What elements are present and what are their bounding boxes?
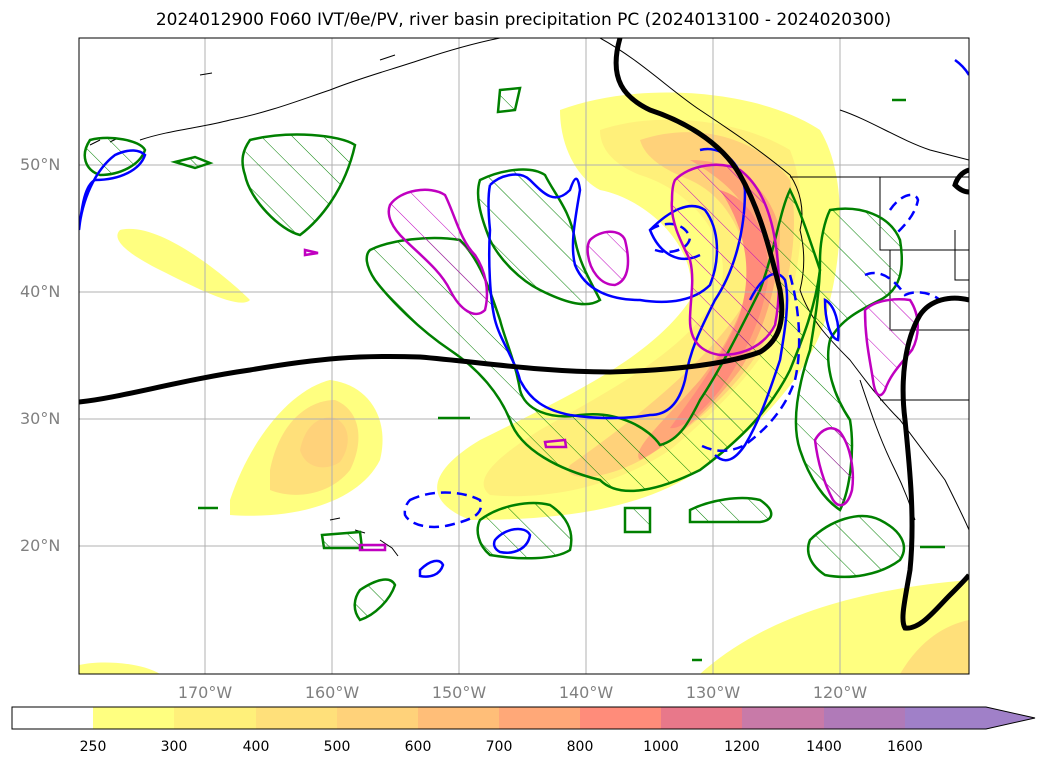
magenta-contour-small-2 (303, 248, 319, 257)
magenta-contour-east (670, 163, 780, 357)
blue-contour-dashed-east (699, 274, 801, 452)
ivt-shade-sw-250 (79, 662, 160, 674)
blue-contour-west (79, 149, 147, 231)
lon-label-140w: 140°W (558, 683, 614, 702)
green-contour-south-mid (688, 496, 773, 524)
green-contour-northpacific (241, 133, 357, 237)
green-contour-se (806, 514, 906, 579)
colorbar-label-500: 500 (323, 739, 351, 755)
magenta-contour-west (387, 188, 489, 316)
lat-label-50n: 50°N (20, 155, 61, 174)
lon-label-170w: 170°W (177, 683, 233, 702)
colorbar-segment-1000 (661, 707, 742, 729)
colorbar-label-1400: 1400 (806, 739, 842, 755)
colorbar-segment-800 (580, 707, 661, 729)
border-state-3 (954, 230, 969, 281)
front-line-ne (952, 167, 969, 195)
lat-label-30n: 30°N (20, 409, 61, 428)
colorbar-segment-700 (499, 707, 580, 729)
map-layers (79, 38, 969, 674)
front-line-zonal (79, 38, 785, 405)
magenta-contour-south (813, 427, 855, 507)
ivt-shade-south-300 (900, 620, 969, 674)
map-title: 2024012900 F060 IVT/θe/PV, river basin p… (155, 10, 892, 30)
blue-contour-dashed-ne (888, 193, 920, 236)
colorbar-label-1600: 1600 (887, 739, 923, 755)
colorbar-label-800: 800 (566, 739, 594, 755)
map-frame (78, 37, 970, 675)
colorbar-segment-300 (174, 707, 256, 729)
green-contour-west-small (170, 155, 214, 170)
lon-label-120w: 120°W (812, 683, 868, 702)
colorbar-label-400: 400 (242, 739, 270, 755)
green-contour-gulf (496, 86, 522, 114)
coastline-alaska (139, 38, 501, 141)
green-contour-hawaii (320, 530, 364, 550)
colorbar-segment-1200 (742, 707, 824, 729)
lon-label-130w: 130°W (685, 683, 741, 702)
green-contour-main (365, 187, 822, 493)
colorbar-label-1000: 1000 (643, 739, 679, 755)
lon-label-150w: 150°W (431, 683, 487, 702)
magenta-contour-center (586, 230, 630, 287)
blue-contour-dashed-south (403, 491, 483, 529)
colorbar-segment-600 (418, 707, 499, 729)
colorbar-segment-400 (256, 707, 337, 729)
coastline-canada-interior (839, 109, 969, 161)
ivt-shade-midpacific-400 (300, 417, 348, 468)
lat-label-20n: 20°N (20, 536, 61, 555)
blue-contour-dashed-se (864, 271, 941, 302)
colorbar-outline (11, 706, 1036, 730)
blue-contour-small-east (823, 297, 840, 342)
lon-label-160w: 160°W (304, 683, 360, 702)
colorbar-label-600: 600 (404, 739, 432, 755)
colorbar-label-1200: 1200 (724, 739, 760, 755)
map-background (79, 38, 969, 674)
colorbar (11, 706, 1036, 730)
magenta-contour-coast (863, 298, 919, 397)
colorbar-segment-250 (93, 707, 174, 729)
magenta-contour-small-1 (543, 438, 568, 449)
blue-contour-south-2 (418, 559, 445, 578)
front-line-east (900, 295, 969, 631)
colorbar-label-700: 700 (485, 739, 513, 755)
colorbar-segment-500 (337, 707, 418, 729)
blue-contour-ne-corner (954, 58, 969, 76)
ivt-shade-south-250 (700, 580, 969, 674)
colorbar-segment-1600 (905, 707, 986, 729)
green-contour-central-small (623, 506, 652, 534)
coastline-bc (599, 38, 803, 231)
colorbar-extend-arrow (986, 707, 1035, 729)
green-contour-sw-island (353, 578, 397, 622)
colorbar-segment-1400 (824, 707, 905, 729)
front-lines (79, 38, 969, 631)
colorbar-label-250: 250 (79, 739, 107, 755)
colorbar-label-300: 300 (160, 739, 188, 755)
magenta-contour-small-3 (358, 543, 387, 552)
lat-label-40n: 40°N (20, 282, 61, 301)
blue-contour-south-1 (492, 527, 532, 554)
pv-magenta-contours (303, 163, 919, 552)
ivt-shade-west-250 (117, 228, 250, 303)
colorbar-segment-under (12, 707, 93, 729)
